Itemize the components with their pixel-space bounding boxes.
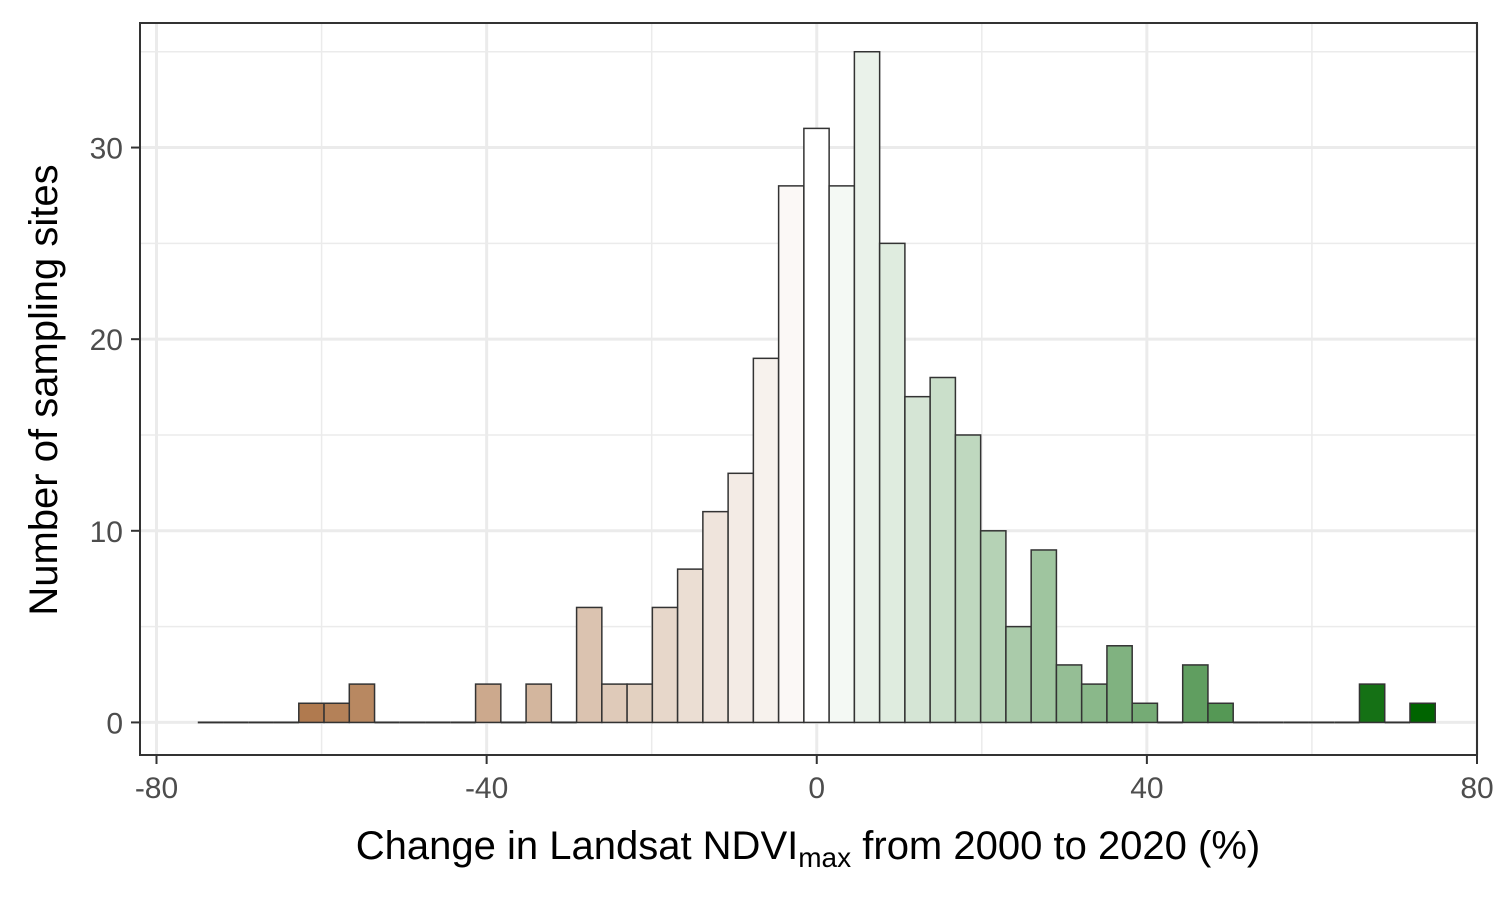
x-axis-label-subscript: max bbox=[798, 842, 851, 873]
x-axis-label-main: Change in Landsat NDVI bbox=[356, 824, 799, 868]
histogram-bar bbox=[676, 568, 704, 724]
x-tick-label: -80 bbox=[135, 772, 178, 805]
histogram-bar bbox=[853, 50, 881, 724]
histogram-bar bbox=[1055, 664, 1083, 724]
histogram-bar bbox=[525, 683, 553, 724]
histogram-bar bbox=[1106, 645, 1133, 724]
histogram-bar bbox=[878, 242, 906, 724]
x-tick-label: -40 bbox=[465, 772, 508, 805]
histogram-bar bbox=[979, 530, 1007, 724]
histogram-bar bbox=[929, 376, 957, 724]
axes: -80 -40 0 40 80 0 10 20 30 bbox=[90, 133, 1494, 805]
histogram-bar bbox=[1207, 702, 1234, 724]
x-tick-label: 80 bbox=[1460, 772, 1493, 805]
x-axis-label-rest: from 2000 to 2020 (%) bbox=[851, 824, 1260, 868]
histogram-bar bbox=[1005, 625, 1032, 724]
histogram-bars bbox=[197, 50, 1436, 724]
histogram-bar bbox=[1030, 549, 1058, 724]
histogram-bar bbox=[828, 185, 856, 724]
histogram-bar bbox=[298, 702, 325, 724]
y-tick-label: 10 bbox=[90, 516, 123, 549]
histogram-bar bbox=[323, 702, 351, 724]
histogram-bar bbox=[954, 434, 982, 724]
histogram-bar bbox=[1181, 664, 1209, 724]
y-tick-label: 0 bbox=[106, 707, 123, 740]
histogram-bar bbox=[601, 683, 628, 724]
histogram-bar bbox=[777, 185, 805, 724]
histogram-bar bbox=[626, 683, 654, 724]
histogram-bar bbox=[575, 606, 603, 724]
y-tick-label: 20 bbox=[90, 324, 123, 357]
histogram-bar bbox=[474, 683, 502, 724]
histogram-bar bbox=[803, 127, 830, 724]
y-axis-label: Number of sampling sites bbox=[22, 164, 66, 615]
histogram-bar bbox=[904, 395, 931, 724]
histogram-bar bbox=[702, 510, 729, 724]
histogram-bar bbox=[1131, 702, 1159, 724]
histogram-bar bbox=[727, 472, 755, 724]
x-tick-label: 0 bbox=[808, 772, 825, 805]
x-axis-label: Change in Landsat NDVImax from 2000 to 2… bbox=[356, 824, 1261, 873]
y-axis-title: Number of sampling sites bbox=[22, 164, 66, 615]
histogram-bar bbox=[1409, 702, 1436, 724]
histogram-bar bbox=[1080, 683, 1108, 724]
histogram-bar bbox=[348, 683, 376, 724]
y-tick-label: 30 bbox=[90, 133, 123, 166]
histogram-bar bbox=[1358, 683, 1386, 724]
plot-panel-border bbox=[139, 22, 1478, 756]
histogram-bar bbox=[651, 606, 679, 724]
histogram-bar bbox=[752, 357, 780, 724]
x-tick-label: 40 bbox=[1130, 772, 1163, 805]
